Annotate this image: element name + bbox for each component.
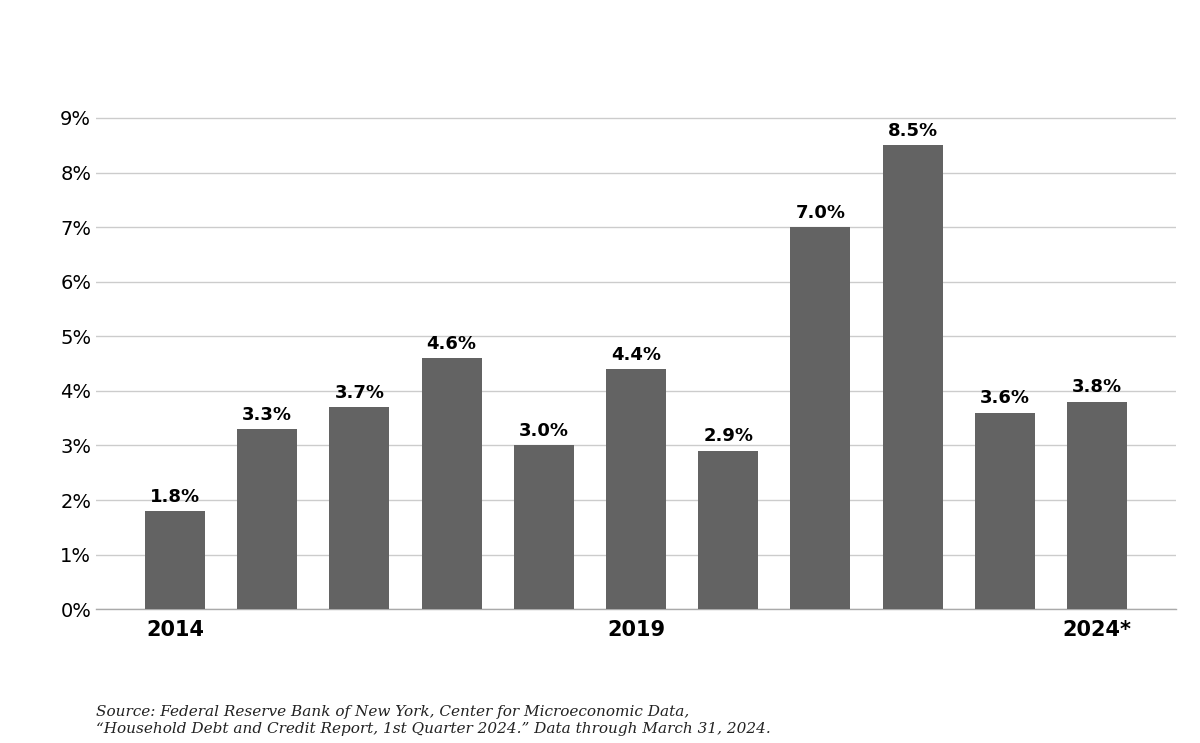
- Text: 4.6%: 4.6%: [427, 334, 476, 353]
- Text: 3.7%: 3.7%: [335, 384, 384, 402]
- Bar: [883, 146, 942, 609]
- Text: (Annual Percentage Change): (Annual Percentage Change): [666, 21, 1114, 50]
- Bar: [1067, 402, 1127, 609]
- Bar: [330, 407, 389, 609]
- Text: Total U.S. Household Debt: Total U.S. Household Debt: [36, 16, 608, 54]
- Text: 4.4%: 4.4%: [611, 345, 661, 363]
- Text: 3.6%: 3.6%: [979, 389, 1030, 407]
- Text: Source: Federal Reserve Bank of New York, Center for Microeconomic Data,
“Househ: Source: Federal Reserve Bank of New York…: [96, 705, 770, 736]
- Bar: [145, 511, 205, 609]
- Bar: [606, 369, 666, 609]
- Bar: [698, 451, 758, 609]
- Text: 8.5%: 8.5%: [888, 122, 937, 140]
- Text: 3.0%: 3.0%: [518, 422, 569, 440]
- Bar: [974, 413, 1034, 609]
- Bar: [238, 429, 298, 609]
- Bar: [791, 227, 851, 609]
- Text: 3.8%: 3.8%: [1072, 378, 1122, 396]
- Text: 7.0%: 7.0%: [796, 204, 845, 221]
- Text: 2.9%: 2.9%: [703, 427, 754, 446]
- Bar: [514, 446, 574, 609]
- Text: 3.3%: 3.3%: [242, 406, 293, 424]
- Bar: [421, 358, 481, 609]
- Text: 1.8%: 1.8%: [150, 487, 200, 505]
